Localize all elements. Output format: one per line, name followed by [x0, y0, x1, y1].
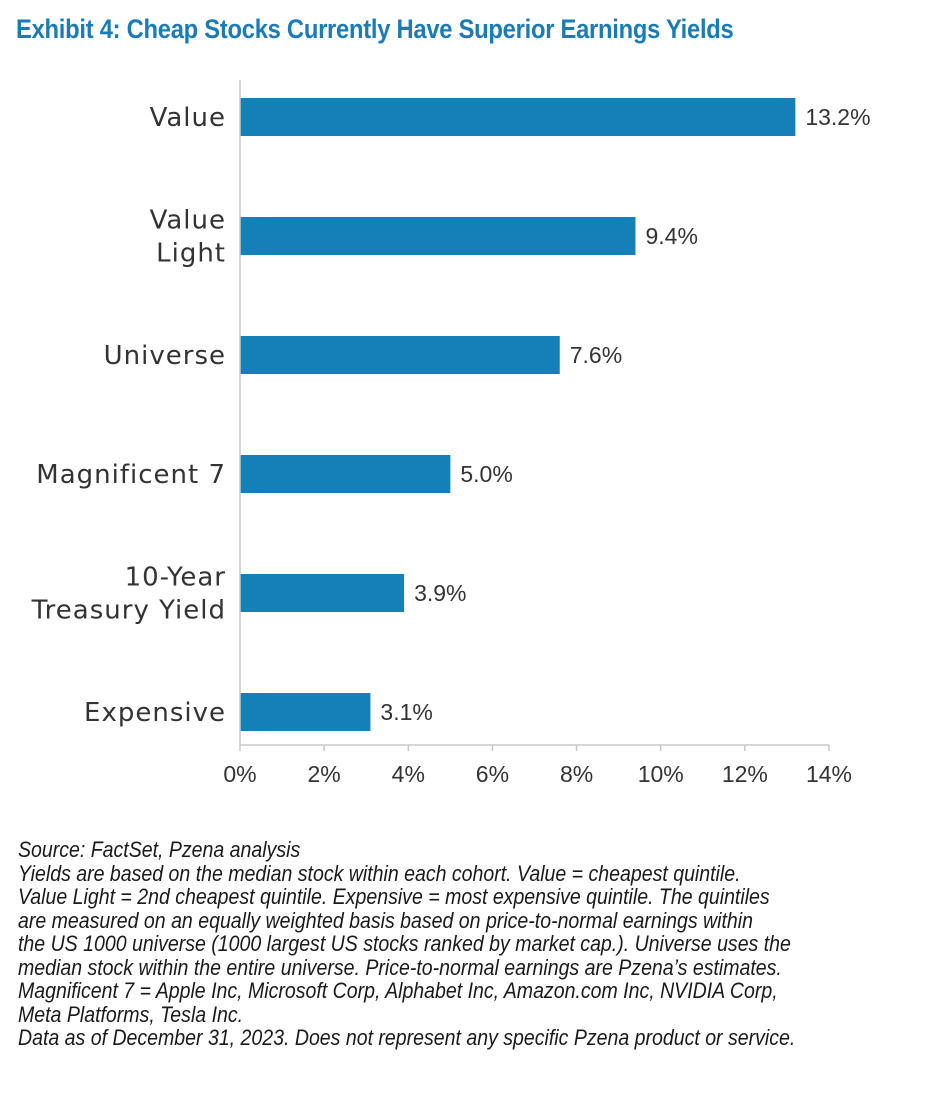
note-line: the US 1000 universe (1000 largest US st…: [18, 931, 791, 956]
category-label: 10-Year: [125, 563, 226, 593]
x-tick-label: 14%: [806, 761, 852, 787]
x-tick-label: 6%: [476, 761, 509, 787]
data-label: 9.4%: [645, 223, 697, 249]
data-label: 13.2%: [805, 104, 870, 130]
x-tick-label: 2%: [308, 761, 341, 787]
footnotes: Source: FactSet, Pzena analysis Yields a…: [18, 838, 921, 1050]
category-label: Universe: [104, 341, 226, 371]
bar: [240, 98, 796, 136]
x-axis: 0% 2% 4% 6% 8% 10% 12% 14%: [223, 80, 852, 787]
x-tick-label: 0%: [223, 761, 256, 787]
x-tick-label: 8%: [560, 761, 593, 787]
x-tick-label: 10%: [638, 761, 684, 787]
category-label: Magnificent 7: [36, 460, 226, 490]
note-line: Meta Platforms, Tesla Inc.: [18, 1001, 244, 1027]
data-label: 5.0%: [460, 461, 512, 487]
category-label: Light: [156, 239, 226, 269]
bar: [240, 455, 451, 493]
bars-layer: [240, 98, 796, 731]
note-line: Source: FactSet, Pzena analysis: [18, 837, 301, 862]
bar: [240, 574, 405, 612]
bar: [240, 217, 636, 255]
category-label: Value: [150, 103, 226, 133]
category-label: Treasury Yield: [31, 596, 226, 626]
data-label: 7.6%: [570, 342, 622, 368]
note-line: are measured on an equally weighted basi…: [18, 907, 753, 933]
bar: [240, 693, 371, 731]
data-label: 3.1%: [380, 699, 432, 725]
chart-title: Exhibit 4: Cheap Stocks Currently Have S…: [16, 14, 734, 44]
note-line: Data as of December 31, 2023. Does not r…: [18, 1025, 796, 1050]
note-line: Magnificent 7 = Apple Inc, Microsoft Cor…: [18, 978, 778, 1003]
note-line: Yields are based on the median stock wit…: [18, 860, 741, 886]
category-label: Value: [150, 206, 226, 236]
x-tick-label: 12%: [722, 761, 768, 787]
category-label: Expensive: [84, 698, 226, 728]
bar: [240, 336, 560, 374]
x-tick-label: 4%: [392, 761, 425, 787]
note-line: Value Light = 2nd cheapest quintile. Exp…: [18, 884, 770, 909]
value-labels: 13.2% 9.4% 7.6% 5.0% 3.9% 3.1%: [380, 104, 870, 725]
data-label: 3.9%: [414, 580, 466, 606]
note-line: median stock within the entire universe.…: [18, 954, 782, 980]
